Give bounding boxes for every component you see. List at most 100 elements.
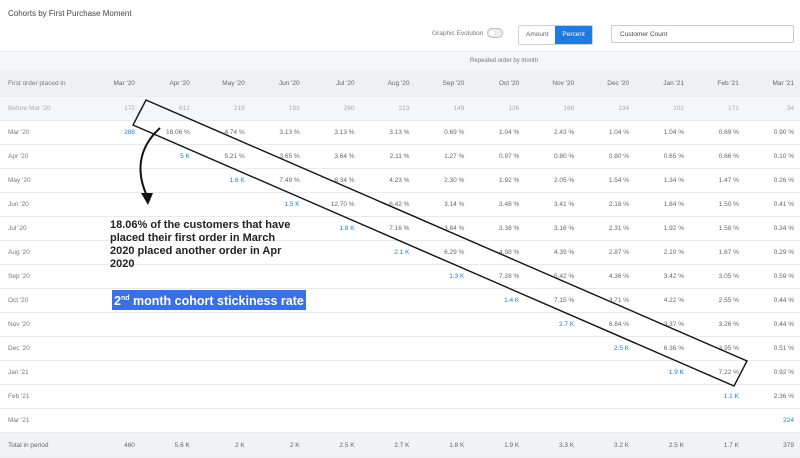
table-cell: 3.65 %: [250, 144, 306, 169]
table-cell: 0.69 %: [690, 120, 745, 145]
column-header-month[interactable]: Jun '20: [250, 71, 306, 97]
table-cell: 213: [360, 96, 416, 121]
total-cell: 379: [744, 432, 800, 458]
table-cell: 12.70 %: [305, 192, 361, 217]
table-cell[interactable]: 1.4 K: [470, 288, 526, 313]
table-row: Feb '21 1.1 K 2.36 %: [0, 384, 800, 409]
table-cell: 4.36 %: [580, 264, 636, 289]
column-header-month[interactable]: Jan '21: [635, 71, 690, 97]
total-cell: 1.8 K: [415, 432, 471, 458]
row-label: Mar '21: [0, 408, 87, 433]
table-cell: 0.44 %: [744, 312, 800, 337]
table-cell: 2.36 %: [744, 384, 800, 409]
column-header-month[interactable]: Jul '20: [305, 71, 361, 97]
table-cell: 3.95 %: [690, 336, 745, 361]
table-cell: 0.92 %: [744, 360, 800, 385]
table-cell: [305, 408, 361, 433]
table-cell: 7.16 %: [360, 216, 416, 241]
table-cell: 2.31 %: [580, 216, 636, 241]
column-header-month[interactable]: Dec '20: [580, 71, 636, 97]
row-label: Jun '20: [0, 192, 87, 217]
table-cell: 134: [580, 96, 636, 121]
table-cell: 2.11 %: [360, 144, 416, 169]
column-header-month[interactable]: Mar '20: [86, 71, 141, 97]
graphic-evolution-toggle[interactable]: Graphic Evolution: [432, 28, 504, 38]
column-header-month[interactable]: Oct '20: [470, 71, 526, 97]
table-cell: 6.29 %: [415, 240, 471, 265]
table-row: Before Mar '20 172 612 219 193 260 213 149 126 16…: [0, 96, 800, 121]
table-row: Mar '21 224: [0, 408, 800, 433]
table-cell: 6.34 %: [305, 168, 361, 193]
table-cell[interactable]: 288: [86, 120, 141, 145]
column-header-month[interactable]: Mar '21: [744, 71, 800, 97]
column-header-month[interactable]: Apr '20: [140, 71, 196, 97]
row-label: Oct '20: [0, 288, 87, 313]
column-header-month[interactable]: May '20: [195, 71, 251, 97]
table-cell: [140, 336, 196, 361]
column-header-month[interactable]: Feb '21: [690, 71, 745, 97]
table-cell[interactable]: 2.5 K: [580, 336, 636, 361]
table-cell: [195, 408, 251, 433]
column-header-month[interactable]: Nov '20: [525, 71, 581, 97]
table-cell: 2.30 %: [415, 168, 471, 193]
table-row: May '20 1.6 K 7.49 % 6.34 % 4.23 % 2.30 % 1.92…: [0, 168, 800, 193]
table-cell: 0.59 %: [744, 264, 800, 289]
table-cell: 5.42 %: [525, 264, 581, 289]
table-cell: 4.74 %: [195, 120, 251, 145]
table-cell: 7.49 %: [250, 168, 306, 193]
table-cell[interactable]: 1.3 K: [415, 264, 471, 289]
table-cell[interactable]: 2.7 K: [525, 312, 581, 337]
table-cell: 4.23 %: [360, 168, 416, 193]
table-cell[interactable]: 1.8 K: [305, 216, 361, 241]
table-cell: [250, 336, 306, 361]
table-cell: 260: [305, 96, 361, 121]
table-cell: [86, 336, 141, 361]
table-cell: 2.55 %: [690, 288, 745, 313]
table-cell: 0.26 %: [744, 168, 800, 193]
table-cell: 1.54 %: [580, 168, 636, 193]
column-header-month[interactable]: Aug '20: [360, 71, 416, 97]
table-cell: [415, 360, 471, 385]
table-cell: 168: [525, 96, 581, 121]
table-cell: [360, 336, 416, 361]
toggle-switch[interactable]: [487, 28, 504, 38]
table-cell[interactable]: 1.9 K: [635, 360, 690, 385]
table-cell: [305, 336, 361, 361]
table-cell: 1.58 %: [690, 216, 745, 241]
toggle-label: Graphic Evolution: [432, 29, 484, 37]
column-header-month[interactable]: Sep '20: [415, 71, 471, 97]
table-cell: 3.13 %: [250, 120, 306, 145]
table-cell[interactable]: 1.1 K: [690, 384, 745, 409]
table-cell: [360, 264, 416, 289]
group-label: Repeated order by month: [470, 58, 539, 64]
percent-button[interactable]: Percent: [555, 26, 592, 44]
row-label: Mar '20: [0, 120, 87, 145]
table-cell: 171: [690, 96, 745, 121]
table-cell[interactable]: 224: [744, 408, 800, 433]
table-cell[interactable]: 1.5 K: [250, 192, 306, 217]
table-cell: [195, 336, 251, 361]
row-label: Jul '20: [0, 216, 87, 241]
row-label: Apr '20: [0, 144, 87, 169]
total-cell: 3.2 K: [580, 432, 636, 458]
table-cell: 172: [86, 96, 141, 121]
amount-button[interactable]: Amount: [519, 26, 556, 44]
metric-select[interactable]: Customer Count: [611, 25, 794, 43]
total-cell: 2.5 K: [305, 432, 361, 458]
stickiness-text: month cohort stickiness rate: [129, 294, 304, 309]
table-cell: 1.47 %: [690, 168, 745, 193]
stickiness-suffix: nd: [120, 295, 130, 302]
table-cell: [470, 384, 526, 409]
table-cell[interactable]: 2.1 K: [360, 240, 416, 265]
total-cell: 2.7 K: [360, 432, 416, 458]
table-cell: [305, 264, 361, 289]
row-label: Nov '20: [0, 312, 87, 337]
amount-percent-switch[interactable]: Amount Percent: [518, 25, 593, 45]
table-cell: 3.16 %: [525, 216, 581, 241]
table-cell: [525, 408, 581, 433]
table-cell: 0.97 %: [470, 144, 526, 169]
table-cell[interactable]: 5 K: [140, 144, 196, 169]
table-cell: 3.71 %: [580, 288, 636, 313]
table-cell[interactable]: 1.6 K: [195, 168, 251, 193]
table-cell: 18.06 %: [140, 120, 196, 145]
